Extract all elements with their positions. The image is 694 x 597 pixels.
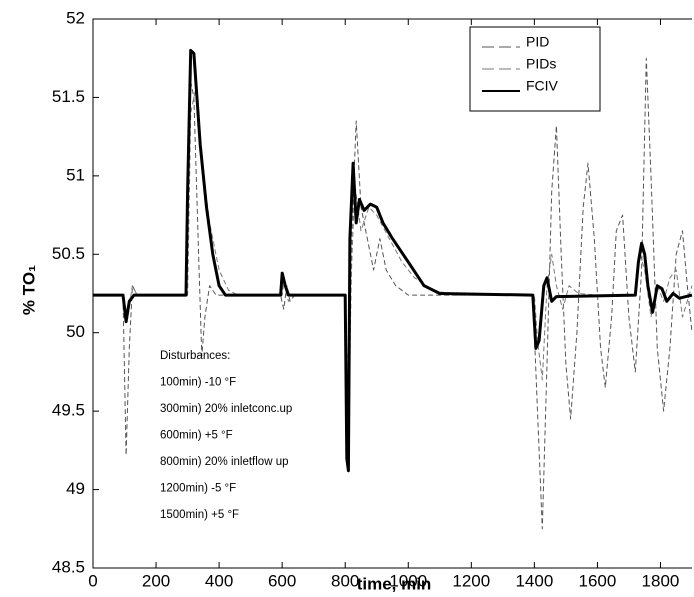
- x-tick-label: 1800: [642, 571, 680, 590]
- legend-label: PID: [526, 34, 549, 50]
- annotation: 600min) +5 °F: [160, 430, 233, 442]
- x-axis-label: time, min: [357, 574, 432, 593]
- y-tick-label: 51: [66, 165, 85, 184]
- x-tick-label: 200: [142, 571, 170, 590]
- x-tick-label: 1600: [579, 571, 617, 590]
- y-axis-label: % TO₁: [19, 265, 38, 315]
- x-tick-label: 1200: [452, 571, 490, 590]
- x-tick-label: 1000: [389, 571, 427, 590]
- y-tick-label: 52: [66, 8, 85, 27]
- y-tick-label: 49: [66, 479, 85, 498]
- annotation: 1200min) -5 °F: [160, 483, 236, 495]
- y-tick-label: 48.5: [52, 557, 85, 576]
- annotation: 800min) 20% inletflow up: [160, 456, 289, 468]
- y-tick-label: 51.5: [52, 87, 85, 106]
- y-tick-label: 49.5: [52, 401, 85, 420]
- x-tick-label: 800: [331, 571, 359, 590]
- x-tick-label: 1400: [515, 571, 553, 590]
- annotation: 1500min) +5 °F: [160, 509, 239, 521]
- y-tick-label: 50: [66, 322, 85, 341]
- annotation: Disturbances:: [160, 350, 230, 362]
- series-line: [93, 48, 693, 473]
- x-tick-label: 0: [88, 571, 97, 590]
- annotation: 300min) 20% inletconc.up: [160, 403, 292, 415]
- legend-label: PIDs: [526, 56, 556, 72]
- legend-label: FCIV: [526, 78, 559, 94]
- annotation: 100min) -10 °F: [160, 377, 236, 389]
- x-tick-label: 600: [268, 571, 296, 590]
- y-tick-label: 50.5: [52, 244, 85, 263]
- x-tick-label: 400: [205, 571, 233, 590]
- axes-frame: [92, 18, 692, 569]
